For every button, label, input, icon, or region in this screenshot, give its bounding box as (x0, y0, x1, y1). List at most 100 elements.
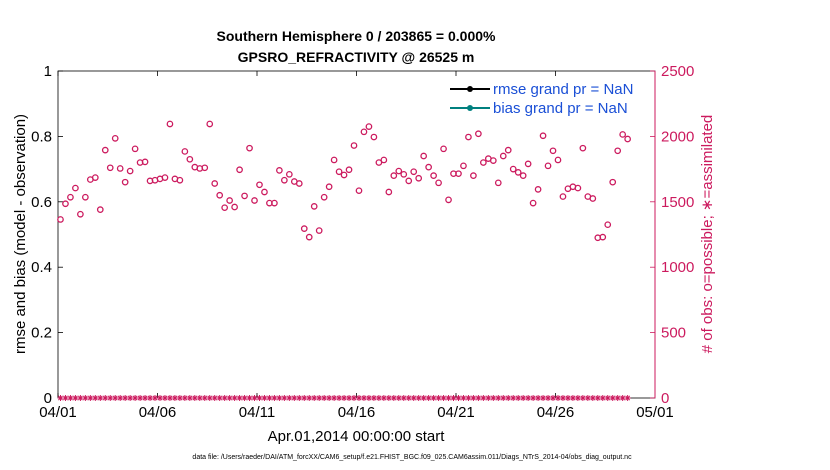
assimilated-obs-point (336, 395, 343, 401)
possible-obs-point (440, 145, 447, 153)
assimilated-obs-point (97, 395, 104, 401)
assimilated-obs-point (87, 395, 94, 401)
possible-obs-point (67, 193, 74, 201)
assimilated-obs-point (545, 395, 552, 401)
possible-obs-point (589, 195, 597, 202)
possible-obs-point (91, 174, 99, 181)
possible-obs-point (305, 233, 313, 241)
possible-obs-point (370, 133, 378, 141)
x-tick-label: 04/01 (39, 404, 77, 421)
possible-obs-point (106, 164, 114, 172)
assimilated-obs-point (201, 395, 208, 401)
assimilated-obs-point (57, 395, 64, 401)
possible-obs-point (276, 167, 283, 174)
y-axis-left-label: rmse and bias (model - observation) (12, 114, 29, 354)
possible-obs-point (415, 174, 423, 182)
possible-obs-point (201, 164, 209, 172)
assimilated-obs-point (181, 395, 188, 401)
possible-obs-point (141, 158, 149, 166)
possible-obs-point (544, 162, 552, 170)
possible-obs-point (529, 199, 537, 207)
possible-obs-point (489, 157, 497, 164)
possible-obs-point (519, 172, 527, 179)
possible-obs-point (524, 160, 532, 168)
plot-area (57, 70, 656, 399)
assimilated-obs-point (156, 395, 163, 401)
possible-obs-point (455, 170, 462, 178)
possible-obs-point (499, 152, 507, 160)
possible-obs-point (96, 206, 104, 213)
series-possible (57, 120, 631, 242)
possible-obs-point (460, 162, 467, 170)
possible-obs-point (375, 159, 383, 166)
possible-obs-point (330, 156, 338, 164)
possible-obs-point (480, 159, 487, 166)
x-tick-label: 04/21 (437, 404, 475, 421)
data-file-footnote: data file: /Users/raeder/DAI/ATM_forcXX/… (192, 454, 632, 461)
possible-obs-point (295, 180, 303, 187)
possible-obs-point (534, 186, 542, 193)
possible-obs-point (465, 133, 472, 141)
legend: rmse grand pr = NaN bias grand pr = NaN (445, 77, 653, 119)
x-tick-label: 04/26 (537, 404, 575, 421)
possible-obs-point (574, 184, 582, 192)
possible-obs-point (72, 184, 79, 192)
possible-obs-point (380, 156, 388, 164)
y-right-tick-label: 0 (661, 390, 669, 407)
possible-obs-point (405, 177, 413, 185)
possible-obs-point (101, 146, 109, 154)
y-axis-right-label: # of obs: o=possible; ∗=assimilated (699, 115, 716, 354)
possible-obs-point (335, 168, 343, 176)
assimilated-obs-point (246, 395, 253, 401)
possible-obs-point (385, 188, 393, 196)
possible-obs-point (161, 174, 169, 181)
y-right-tick-label: 2500 (661, 63, 694, 80)
possible-obs-point (121, 178, 129, 186)
x-tick-label: 04/06 (139, 404, 177, 421)
possible-obs-point (57, 216, 64, 223)
possible-obs-point (176, 176, 184, 184)
assimilated-obs-point (296, 395, 303, 401)
legend-label-bias: bias grand pr = NaN (493, 100, 628, 117)
x-axis-label: Apr.01,2014 00:00:00 start (268, 428, 446, 445)
possible-obs-point (345, 166, 353, 174)
possible-obs-point (599, 233, 607, 241)
possible-obs-point (281, 176, 288, 184)
chart-subtitle: GPSRO_REFRACTIVITY @ 26525 m (238, 49, 475, 65)
possible-obs-point (475, 130, 482, 138)
assimilated-obs-point (117, 395, 124, 401)
possible-obs-point (82, 193, 89, 201)
possible-obs-point (470, 172, 477, 179)
assimilated-obs-point (316, 395, 323, 401)
possible-obs-point (420, 152, 428, 160)
y-right-tick-label: 1000 (661, 259, 694, 276)
assimilated-obs-point (355, 395, 362, 401)
assimilated-obs-point (465, 395, 472, 401)
possible-obs-point (579, 144, 587, 152)
assimilated-obs-point (166, 395, 173, 401)
possible-obs-point (390, 172, 398, 179)
assimilated-obs-point (77, 395, 84, 401)
assimilated-obs-point (540, 395, 547, 401)
possible-obs-point (216, 191, 224, 199)
possible-obs-point (221, 204, 229, 212)
possible-obs-point (350, 142, 358, 149)
y-left-tick-label: 0.8 (31, 128, 52, 145)
possible-obs-point (315, 227, 323, 234)
possible-obs-point (206, 120, 214, 128)
assimilated-obs-point (470, 395, 477, 401)
assimilated-obs-point (351, 395, 358, 401)
possible-obs-point (504, 146, 512, 154)
possible-obs-point (604, 221, 612, 229)
assimilated-obs-point (510, 395, 517, 401)
y-left-tick-label: 1 (44, 63, 52, 80)
assimilated-obs-point (326, 395, 333, 401)
assimilated-obs-point (525, 395, 532, 401)
possible-obs-point (395, 167, 403, 175)
series-assimilated (57, 395, 631, 401)
assimilated-obs-point (380, 395, 387, 401)
assimilated-obs-point (291, 395, 298, 401)
possible-obs-point (186, 155, 194, 163)
assimilated-obs-point (62, 395, 69, 401)
